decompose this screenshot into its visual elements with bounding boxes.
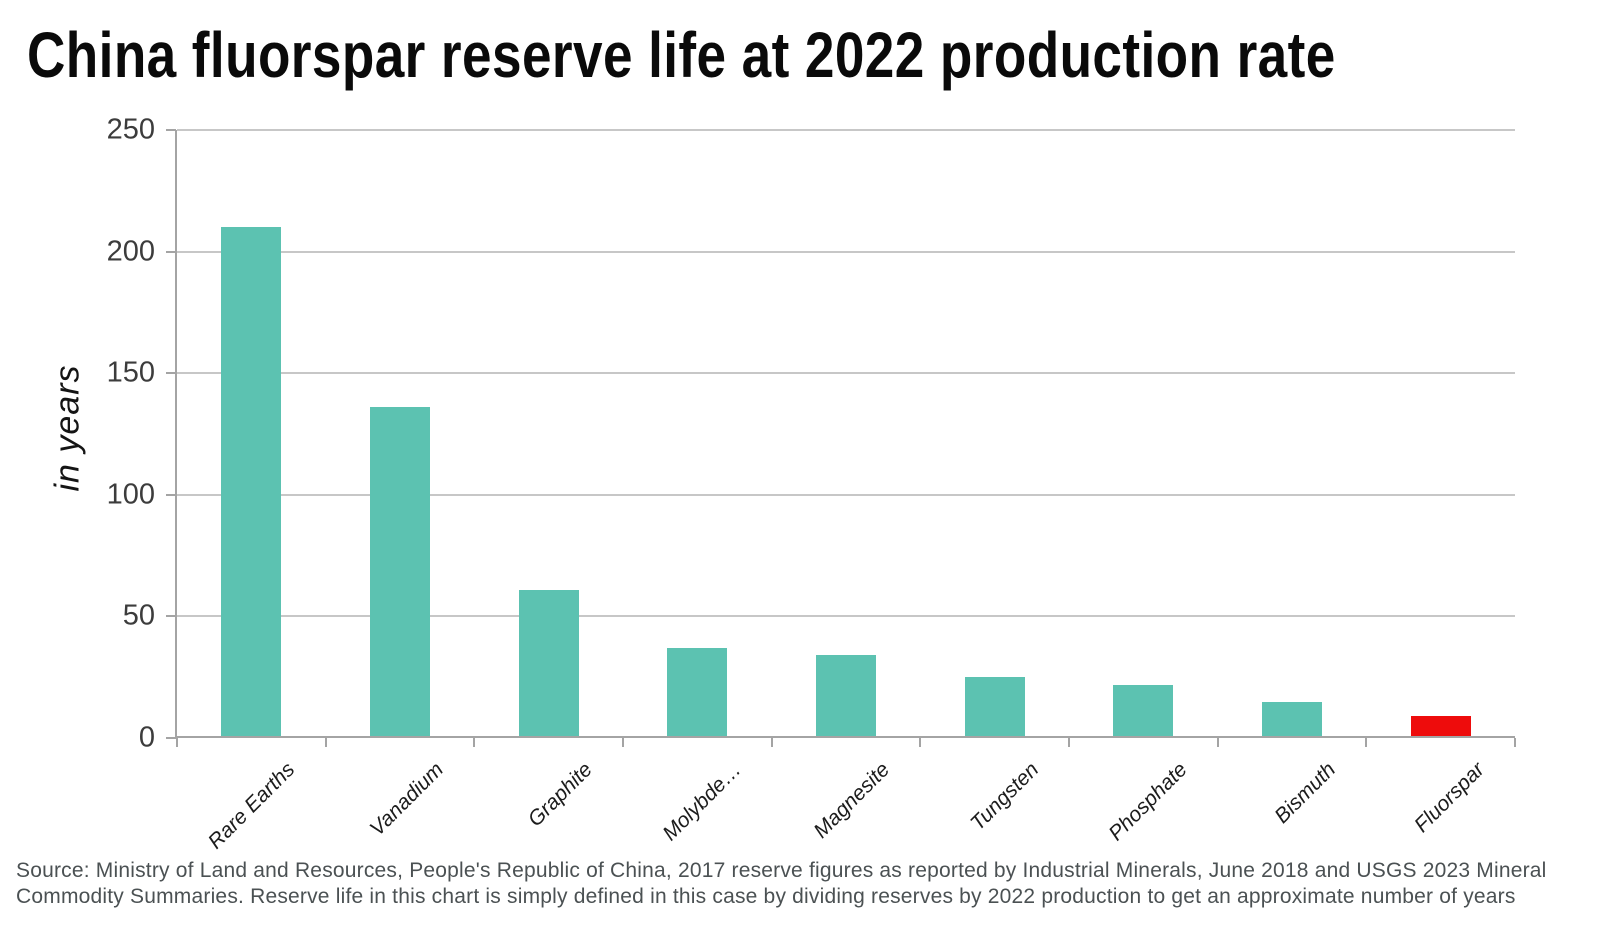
y-axis-title: in years	[48, 364, 87, 492]
x-tick-mark-0	[176, 738, 178, 747]
y-tick-mark-100	[166, 493, 176, 496]
x-axis-label-tungsten: Tungsten	[965, 758, 1043, 836]
x-tick-mark-5	[919, 738, 922, 747]
x-axis-labels: Rare Earths Vanadium Graphite Molybde… Magne…	[177, 748, 1515, 858]
x-label-cell-molybde: Molybde…	[623, 748, 772, 858]
y-axis-line	[175, 130, 177, 738]
x-tick-mark-8	[1365, 738, 1368, 747]
y-tick-label-250: 250	[106, 113, 155, 146]
x-tick-mark-6	[1068, 738, 1070, 747]
x-label-cell-tungsten: Tungsten	[920, 748, 1069, 858]
x-tick-mark-9	[1514, 738, 1516, 747]
x-label-cell-phosphate: Phosphate	[1069, 748, 1218, 858]
x-axis-label-phosphate: Phosphate	[1104, 758, 1192, 846]
y-tick-label-50: 50	[122, 599, 155, 632]
x-tick-mark-7	[1216, 738, 1219, 747]
y-tick-mark-50	[166, 615, 176, 618]
bar-slot-bismuth	[1218, 130, 1367, 738]
x-tick-mark-2	[473, 738, 476, 747]
bar-slot-magnesite	[772, 130, 921, 738]
bar-slot-graphite	[474, 130, 623, 738]
x-axis-label-bismuth: Bismuth	[1270, 758, 1341, 828]
bar-graphite	[518, 589, 579, 738]
bar-slot-molybde	[623, 130, 772, 738]
bar-slot-phosphate	[1069, 130, 1218, 738]
bar-slot-fluorspar	[1366, 130, 1515, 738]
x-tick-mark-1	[324, 738, 327, 747]
bar-molybde	[667, 648, 728, 738]
y-tick-label-200: 200	[106, 235, 155, 268]
x-axis-label-vanadium: Vanadium	[365, 758, 449, 841]
x-label-cell-bismuth: Bismuth	[1218, 748, 1367, 858]
gridline-100	[177, 493, 1515, 496]
x-label-cell-magnesite: Magnesite	[772, 748, 921, 858]
x-axis-label-magnesite: Magnesite	[809, 758, 895, 843]
source-note-line1: Source: Ministry of Land and Resources, …	[16, 859, 1547, 882]
bar-tungsten	[964, 677, 1025, 738]
x-tick-mark-3	[622, 738, 624, 747]
y-tick-mark-200	[166, 250, 176, 253]
bar-slot-tungsten	[920, 130, 1069, 738]
x-label-cell-rare-earths: Rare Earths	[177, 748, 326, 858]
gridline-50	[177, 615, 1515, 618]
x-axis-label-graphite: Graphite	[523, 758, 597, 832]
gridline-150	[177, 372, 1515, 375]
x-label-cell-graphite: Graphite	[474, 748, 623, 858]
y-tick-mark-150	[166, 372, 176, 375]
x-axis-label-fluorspar: Fluorspar	[1409, 758, 1489, 837]
bar-magnesite	[815, 655, 876, 738]
x-label-cell-vanadium: Vanadium	[326, 748, 475, 858]
chart-title: China fluorspar reserve life at 2022 pro…	[27, 19, 1336, 91]
bar-fluorspar	[1410, 716, 1471, 738]
bar-bismuth	[1261, 701, 1322, 738]
bar-vanadium	[369, 407, 430, 738]
source-note-line2: Commodity Summaries. Reserve life in thi…	[16, 884, 1516, 908]
source-note: Source: Ministry of Land and Resources, …	[16, 858, 1594, 909]
x-label-cell-fluorspar: Fluorspar	[1366, 748, 1515, 858]
gridline-250	[177, 129, 1515, 131]
x-axis-label-molybde: Molybde…	[658, 758, 746, 846]
y-tick-label-100: 100	[106, 478, 155, 511]
x-tick-mark-4	[770, 738, 773, 747]
y-tick-mark-250	[166, 129, 176, 131]
x-axis-label-rare-earths: Rare Earths	[204, 758, 300, 854]
bar-phosphate	[1113, 684, 1174, 738]
y-tick-mark-0	[166, 737, 176, 739]
bar-slot-rare-earths	[177, 130, 326, 738]
gridline-200	[177, 250, 1515, 253]
plot-area: 0 50 100 150 200 250	[107, 114, 1516, 754]
bar-rare-earths	[221, 227, 282, 738]
bar-slot-vanadium	[326, 130, 475, 738]
y-tick-label-150: 150	[106, 356, 155, 389]
x-axis-line	[175, 736, 1515, 738]
y-tick-label-0: 0	[138, 721, 155, 754]
